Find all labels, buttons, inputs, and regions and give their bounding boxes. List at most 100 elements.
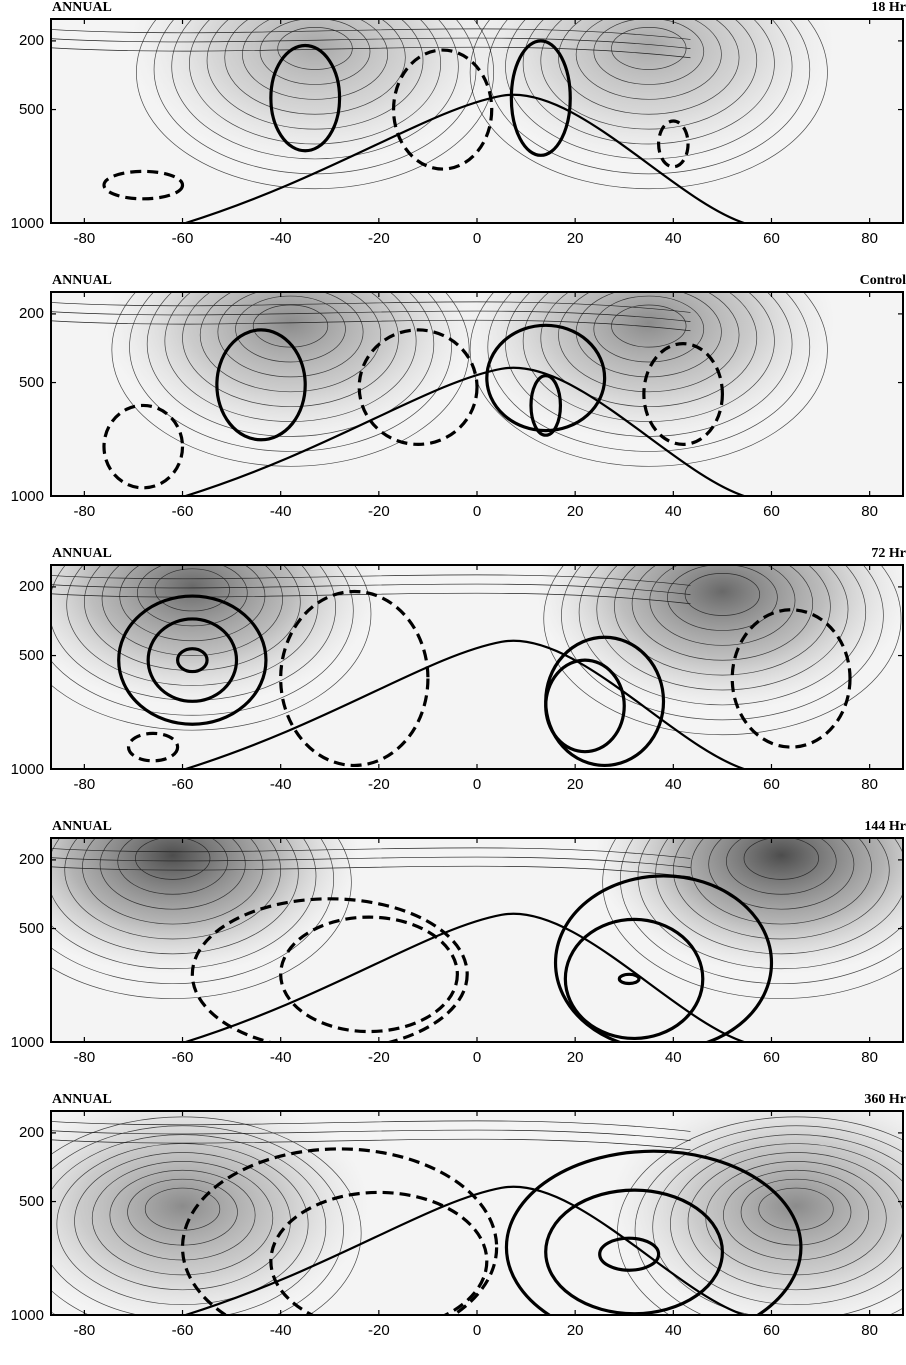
x-tick-label: 60 (763, 776, 780, 793)
x-tick-label: -80 (73, 776, 96, 793)
chart-panel-3: ANNUAL 72 Hr 200 500 1000 -80 -60 -40 -20 0 20 40 60… (0, 546, 906, 819)
wind-contour (111, 291, 470, 467)
wind-contour (670, 1143, 904, 1306)
wind-contour (505, 18, 793, 160)
wind-contour (540, 291, 758, 408)
x-tick-label: -80 (73, 230, 96, 247)
x-tick-label: 60 (763, 503, 780, 520)
wind-contour (522, 18, 775, 145)
wind-contour (252, 304, 329, 348)
jet-maximum-shading (128, 18, 502, 165)
wind-contour (578, 564, 867, 706)
x-tick-label: 0 (472, 1049, 482, 1066)
wind-contour (64, 837, 281, 940)
jet-maximum-shading (462, 291, 836, 443)
panel-left-label: ANNUAL (52, 819, 112, 834)
y-tick-label: 200 (18, 850, 44, 868)
wind-contour (50, 319, 691, 332)
x-tick-label: -80 (73, 1049, 96, 1066)
solid-streamfunction-contour (215, 328, 307, 442)
contour-plot (50, 564, 904, 770)
dashed-streamfunction-contour (642, 342, 725, 446)
x-tick-label: 80 (861, 776, 878, 793)
solid-streamfunction-contour (504, 1149, 803, 1316)
wind-contour (50, 856, 691, 868)
x-tick-label: -40 (269, 503, 292, 520)
wind-contour (217, 291, 364, 378)
zero-contour (182, 93, 748, 224)
wind-contour (614, 564, 831, 676)
contour-plot (50, 1110, 904, 1316)
x-tick-label: -80 (73, 503, 96, 520)
x-tick-label: 20 (566, 230, 584, 247)
wind-contour (50, 310, 691, 322)
y-tick-label: 500 (18, 373, 44, 391)
wind-contour (652, 1134, 904, 1316)
x-tick-label: -20 (367, 230, 390, 247)
wind-contour (50, 865, 691, 878)
wind-contour (50, 1120, 691, 1132)
zero-contour (182, 912, 748, 1043)
y-tick-label: 500 (18, 646, 44, 664)
x-tick-label: 20 (566, 1049, 584, 1066)
x-tick-label: -20 (367, 776, 390, 793)
wind-contour (522, 291, 775, 422)
x-tick-label: 0 (472, 503, 482, 520)
wind-contour (99, 837, 246, 910)
wind-contour (50, 837, 299, 955)
wind-contour (50, 1129, 691, 1141)
wind-contour (50, 574, 691, 586)
solid-streamfunction-contour (544, 658, 626, 754)
wind-contour (66, 564, 319, 686)
solid-streamfunction-contour (176, 647, 209, 674)
wind-contour (487, 18, 811, 175)
wind-contour (56, 1143, 309, 1306)
y-tick-label: 200 (18, 31, 44, 49)
dashed-streamfunction-contour (730, 608, 852, 749)
x-tick-label: -80 (73, 1322, 96, 1339)
wind-contour (206, 18, 424, 130)
x-tick-label: 20 (566, 503, 584, 520)
x-tick-label: 20 (566, 776, 584, 793)
wind-contour (242, 18, 389, 100)
chart-panel-2: ANNUAL Control 200 500 1000 -80 -60 -40 -20 0 20 40… (0, 273, 906, 546)
wind-contour (558, 18, 740, 115)
wind-contour (50, 37, 691, 49)
wind-contour (50, 46, 691, 59)
wind-contour (602, 837, 904, 999)
jet-maximum-shading (104, 291, 477, 443)
wind-contour (593, 295, 705, 363)
x-tick-label: 80 (861, 1049, 878, 1066)
jet-maximum-shading (594, 837, 904, 975)
wind-contour (469, 18, 828, 190)
wind-contour (117, 837, 229, 895)
dashed-streamfunction-contour (102, 169, 185, 201)
wind-contour (50, 837, 352, 999)
jet-maximum-shading (50, 837, 360, 975)
wind-contour (561, 564, 884, 721)
y-tick-label: 1000 (10, 488, 44, 505)
y-tick-label: 200 (18, 304, 44, 322)
panel-left-label: ANNUAL (52, 273, 112, 288)
wind-contour (182, 291, 399, 408)
wind-contour (540, 18, 758, 130)
wind-contour (136, 18, 494, 190)
wind-contour (50, 564, 372, 731)
wind-contour (543, 564, 902, 736)
solid-streamfunction-contour (617, 972, 641, 986)
wind-contour (101, 564, 283, 656)
dashed-streamfunction-contour (279, 589, 430, 768)
contour-plot (50, 18, 904, 224)
dashed-streamfunction-contour (391, 48, 494, 171)
wind-contour (558, 291, 740, 393)
chart-panel-1: ANNUAL 18 Hr 200 500 1000 -80 -60 -40 -20 0 20 40 60… (0, 0, 906, 273)
dashed-streamfunction-contour (279, 915, 459, 1034)
wind-contour (82, 837, 264, 925)
y-tick-label: 1000 (10, 215, 44, 232)
x-tick-label: -40 (269, 1322, 292, 1339)
solid-streamfunction-contour (146, 617, 239, 703)
wind-contour (596, 564, 849, 691)
solid-streamfunction-contour (509, 39, 572, 157)
y-tick-label: 500 (18, 100, 44, 118)
